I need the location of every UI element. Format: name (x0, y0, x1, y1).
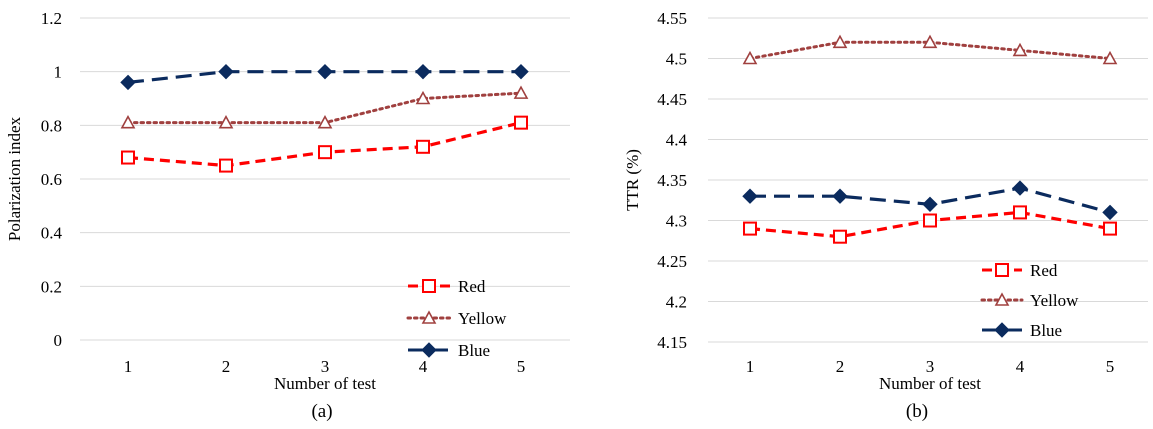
data-point-red (744, 223, 756, 235)
data-point-red (1014, 206, 1026, 218)
y-axis-label: TTR (%) (623, 149, 642, 211)
y-tick-label: 0.6 (41, 170, 62, 189)
x-tick-label: 4 (419, 357, 428, 376)
y-tick-label: 0.4 (41, 224, 63, 243)
data-point-blue (833, 189, 847, 203)
data-point-blue (743, 189, 757, 203)
data-point-red (417, 141, 429, 153)
y-axis-label: Polarization index (5, 116, 24, 241)
x-tick-label: 2 (222, 357, 231, 376)
data-point-red (122, 152, 134, 164)
x-axis-label: Number of test (879, 374, 981, 393)
x-tick-label: 1 (124, 357, 133, 376)
legend-label: Blue (1030, 321, 1062, 340)
y-tick-label: 0 (54, 331, 63, 350)
data-point-red (924, 215, 936, 227)
y-tick-label: 4.35 (657, 171, 687, 190)
data-point-yellow (122, 117, 134, 128)
data-point-blue (514, 65, 528, 79)
x-tick-label: 5 (1106, 357, 1115, 376)
data-point-blue (416, 65, 430, 79)
legend-label: Yellow (458, 309, 507, 328)
legend-label: Blue (458, 341, 490, 360)
data-point-red (1104, 223, 1116, 235)
x-tick-label: 4 (1016, 357, 1025, 376)
data-point-red (319, 146, 331, 158)
legend-label: Yellow (1030, 291, 1079, 310)
panel-label: (a) (311, 401, 332, 422)
y-tick-label: 4.55 (657, 9, 687, 28)
data-point-red (834, 231, 846, 243)
y-tick-label: 1 (54, 63, 63, 82)
x-tick-label: 1 (746, 357, 755, 376)
legend-label: Red (458, 277, 486, 296)
legend-marker (996, 264, 1008, 276)
y-tick-label: 4.4 (666, 131, 688, 150)
y-tick-label: 0.8 (41, 116, 62, 135)
data-point-blue (1103, 205, 1117, 219)
data-point-blue (219, 65, 233, 79)
y-tick-label: 4.2 (666, 293, 687, 312)
y-tick-label: 0.2 (41, 277, 62, 296)
y-tick-label: 4.3 (666, 212, 687, 231)
chart-panel-b: 4.154.24.254.34.354.44.454.54.551 2 3 4 5Num… (623, 9, 1148, 422)
legend-marker (995, 323, 1009, 337)
y-tick-label: 1.2 (41, 9, 62, 28)
panel-label: (b) (906, 401, 928, 422)
data-point-blue (1013, 181, 1027, 195)
y-tick-label: 4.15 (657, 333, 687, 352)
y-tick-label: 4.45 (657, 90, 687, 109)
legend-marker (423, 280, 435, 292)
x-axis-label: Number of test (274, 374, 376, 393)
data-point-red (515, 117, 527, 129)
x-tick-label: 5 (517, 357, 526, 376)
legend-marker (422, 343, 436, 357)
legend-label: Red (1030, 261, 1058, 280)
data-point-blue (923, 197, 937, 211)
x-tick-label: 2 (836, 357, 845, 376)
data-point-blue (318, 65, 332, 79)
data-point-red (220, 160, 232, 172)
y-tick-label: 4.5 (666, 50, 687, 69)
data-point-blue (121, 75, 135, 89)
y-tick-label: 4.25 (657, 252, 687, 271)
